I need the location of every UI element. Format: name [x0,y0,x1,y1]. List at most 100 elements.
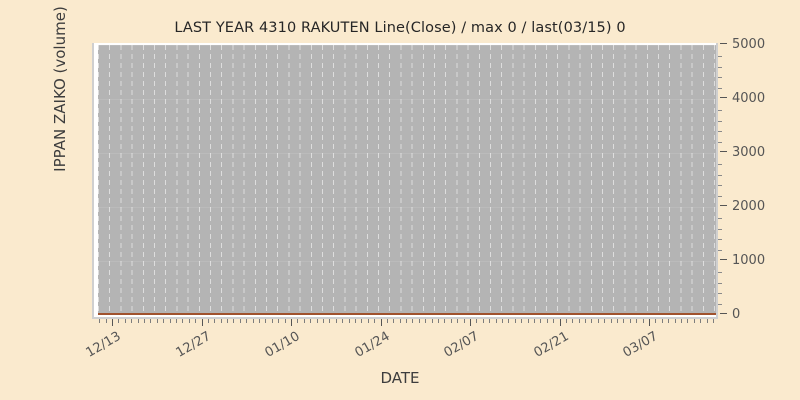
x-tick-minor [694,319,695,323]
x-tick-minor [163,319,164,323]
x-tick-minor [393,319,394,323]
y-tick-minor [718,196,722,198]
axis-spine-left [92,43,94,319]
x-tick-minor [125,319,126,323]
x-tick-minor [323,319,324,323]
x-tick-mark-icon [649,319,650,326]
x-tick-minor [208,319,209,323]
y-tick-minor [718,250,722,252]
y-tick-mark-icon [720,151,727,152]
x-tick-minor [368,319,369,323]
x-tick-minor [636,319,637,323]
x-tick-minor [566,319,567,323]
x-tick-minor [304,319,305,323]
x-tick-minor [387,319,388,323]
x-tick-minor [233,319,234,323]
chart-title: LAST YEAR 4310 RAKUTEN Line(Close) / max… [174,20,626,36]
x-tick-label: 01/24 [352,329,392,361]
x-tick-minor [483,319,484,323]
y-tick-minor [718,304,722,306]
grid-line-horizontal [98,45,716,46]
x-tick-minor [355,319,356,323]
y-tick-minor [718,88,722,90]
x-axis-label: DATE [380,369,420,387]
x-tick-minor [349,319,350,323]
x-tick-minor [687,319,688,323]
y-tick-mark-icon [720,43,727,44]
x-tick-mark-icon [470,319,471,326]
x-tick-minor [106,319,107,323]
y-tick-minor [718,174,722,176]
grid-line-horizontal [98,153,716,154]
x-tick-minor [489,319,490,323]
x-tick-label: 01/10 [262,329,303,361]
y-tick-mark-icon [720,205,727,206]
x-tick-minor [630,319,631,323]
y-tick-minor [718,142,722,144]
x-tick-minor [611,319,612,323]
x-tick-minor [515,319,516,323]
x-tick-minor [118,319,119,323]
x-tick-minor [579,319,580,323]
x-tick-minor [182,319,183,323]
x-tick-label: 12/13 [83,329,124,361]
x-tick-minor [457,319,458,323]
x-tick-minor [99,319,100,323]
y-tick-mark-icon [720,313,727,314]
y-tick-minor [718,271,722,273]
x-tick-mark-icon [201,319,203,326]
x-tick-minor [643,319,644,323]
x-tick-minor [272,319,273,323]
x-tick-minor [521,319,522,323]
x-tick-minor [189,319,190,323]
y-tick-label: 1000 [720,253,765,269]
x-tick-label: 02/21 [531,329,571,361]
x-tick-minor [707,319,708,323]
axis-spine-bottom [92,317,718,319]
x-tick-minor [528,319,529,323]
y-tick-minor [718,293,722,295]
x-tick-minor [278,319,279,323]
x-tick-minor [508,319,509,323]
x-tick-minor [476,319,477,323]
x-tick-minor [170,319,171,323]
x-tick-minor [317,319,318,323]
x-tick-minor [585,319,586,323]
y-tick-label: 4000 [720,91,765,107]
grid-line-horizontal [98,99,716,100]
y-tick-minor [718,228,722,230]
x-tick-minor [713,319,714,323]
x-tick-minor [617,319,618,323]
y-tick-minor [718,163,722,165]
x-tick-mark-icon [559,319,561,326]
x-tick-minor [425,319,426,323]
x-tick-minor [675,319,676,323]
x-tick-minor [259,319,260,323]
x-tick-minor [540,319,541,323]
x-tick-minor [150,319,151,323]
y-tick-minor [718,77,722,79]
x-tick-minor [374,319,375,323]
x-tick-minor [297,319,298,323]
grid-line-horizontal [98,261,716,262]
x-tick-minor [444,319,445,323]
x-tick-minor [662,319,663,323]
x-tick-minor [432,319,433,323]
x-tick-mark-icon [380,319,382,326]
x-tick-minor [240,319,241,323]
x-tick-minor [572,319,573,323]
x-tick-minor [412,319,413,323]
x-tick-minor [464,319,465,323]
x-tick-minor [406,319,407,323]
x-tick-minor [246,319,247,323]
grid-horizontal [98,45,716,315]
x-tick-minor [195,319,196,323]
y-tick-label: 3000 [720,145,765,161]
series-line-zaiko [98,313,716,315]
y-tick-minor [718,55,722,57]
x-tick-mark-icon [112,319,113,326]
x-tick-label: 12/27 [173,329,213,361]
y-tick-mark-icon [720,259,727,260]
x-tick-minor [227,319,228,323]
